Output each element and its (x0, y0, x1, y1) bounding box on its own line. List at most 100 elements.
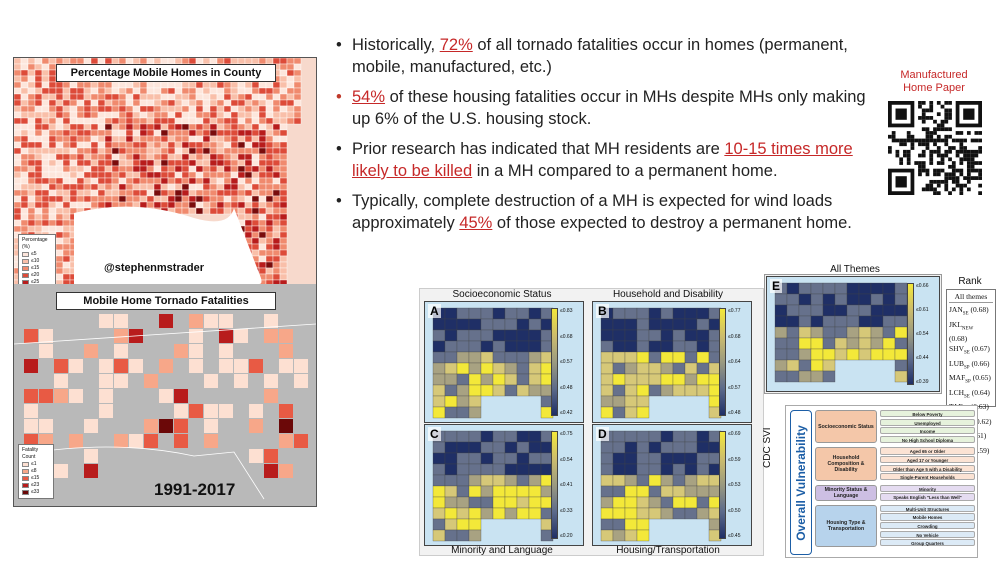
county-cell (34, 159, 43, 167)
svi-variable: Crowding (880, 522, 975, 530)
county-cell (258, 153, 267, 161)
county-cell (174, 123, 183, 131)
qr-code-icon[interactable] (888, 101, 982, 195)
svi-variable: Income (880, 427, 975, 435)
county-cell (279, 225, 288, 233)
rank-value: (0.65) (970, 373, 991, 382)
county-cell (90, 147, 99, 155)
county-cell (181, 153, 190, 161)
county-cell (244, 129, 253, 137)
region-cell (660, 463, 674, 476)
top-legend-item: ≤5 (22, 251, 52, 258)
county-cell (55, 201, 64, 209)
county-cell (41, 219, 50, 227)
bullet-item: 54% of these housing fatalities occur in… (334, 86, 874, 130)
county-cell (41, 201, 50, 209)
county-cell (20, 129, 29, 137)
svi-variable: Group Quarters (880, 539, 975, 547)
county-cell (265, 267, 274, 275)
county-cell (55, 189, 64, 197)
county-cell (153, 111, 162, 119)
county-cell (139, 165, 148, 173)
region-cell (600, 406, 614, 419)
region-cell (456, 340, 470, 353)
county-cell (118, 177, 127, 185)
county-cell (181, 159, 190, 167)
county-cell (118, 183, 127, 191)
county-cell (160, 201, 169, 209)
county-cell (223, 189, 232, 197)
county-cell (209, 135, 218, 143)
county-cell (279, 249, 288, 257)
county-cell (174, 195, 183, 203)
county-cell (251, 147, 260, 155)
county-cell (223, 129, 232, 137)
county-cell (83, 165, 92, 173)
county-cell (20, 219, 29, 227)
colorbar-tick: ≤0.53 (728, 482, 741, 488)
county-cell (125, 195, 134, 203)
county-cell (279, 105, 288, 113)
county-cell (209, 99, 218, 107)
county-cell (251, 99, 260, 107)
region-cell (528, 430, 542, 443)
county-cell (55, 249, 64, 257)
county-cell (293, 105, 302, 113)
county-cell (55, 183, 64, 191)
county-cell (195, 183, 204, 191)
county-cell (223, 81, 232, 89)
county-cell (160, 117, 169, 125)
county-cell (62, 231, 71, 239)
region-cell (624, 496, 638, 509)
colorbar-tick: ≤0.45 (728, 533, 741, 539)
county-cell (251, 237, 260, 245)
county-cell (216, 111, 225, 119)
county-cell (153, 117, 162, 125)
county-cell (62, 147, 71, 155)
county-cell (55, 111, 64, 119)
region-cell (894, 359, 908, 372)
region-cell (636, 430, 650, 443)
county-cell (27, 153, 36, 161)
region-cell (480, 384, 494, 397)
county-cell (48, 63, 57, 71)
region-cell (648, 384, 662, 397)
county-cell (216, 105, 225, 113)
region-cell (456, 518, 470, 531)
rank-item: JANSE (0.68) (949, 305, 993, 320)
county-cell (244, 213, 253, 221)
region-cell (600, 463, 614, 476)
county-cell (195, 123, 204, 131)
county-cell (48, 135, 57, 143)
region-cell (480, 430, 494, 443)
county-cell (62, 153, 71, 161)
fatality-cell (249, 404, 263, 418)
region-cell (504, 340, 518, 353)
county-cell (83, 87, 92, 95)
county-cell (195, 171, 204, 179)
region-cell (456, 384, 470, 397)
county-cell (272, 111, 281, 119)
county-cell (34, 129, 43, 137)
county-cell (195, 105, 204, 113)
rank-item: LUBSP (0.66) (949, 359, 993, 374)
county-cell (223, 87, 232, 95)
county-cell (272, 105, 281, 113)
county-cell (202, 165, 211, 173)
fatality-cell (99, 314, 113, 328)
county-cell (41, 207, 50, 215)
region-cell (492, 340, 506, 353)
county-cell (69, 189, 78, 197)
county-cell (132, 129, 141, 137)
county-cell (272, 237, 281, 245)
fatality-cell (279, 404, 293, 418)
county-cell (174, 99, 183, 107)
county-cell (230, 165, 239, 173)
region-cell (648, 373, 662, 386)
county-cell (160, 105, 169, 113)
county-cell (160, 111, 169, 119)
region-cell (636, 307, 650, 320)
county-cell (174, 111, 183, 119)
county-cell (251, 177, 260, 185)
fatality-cell (204, 419, 218, 433)
